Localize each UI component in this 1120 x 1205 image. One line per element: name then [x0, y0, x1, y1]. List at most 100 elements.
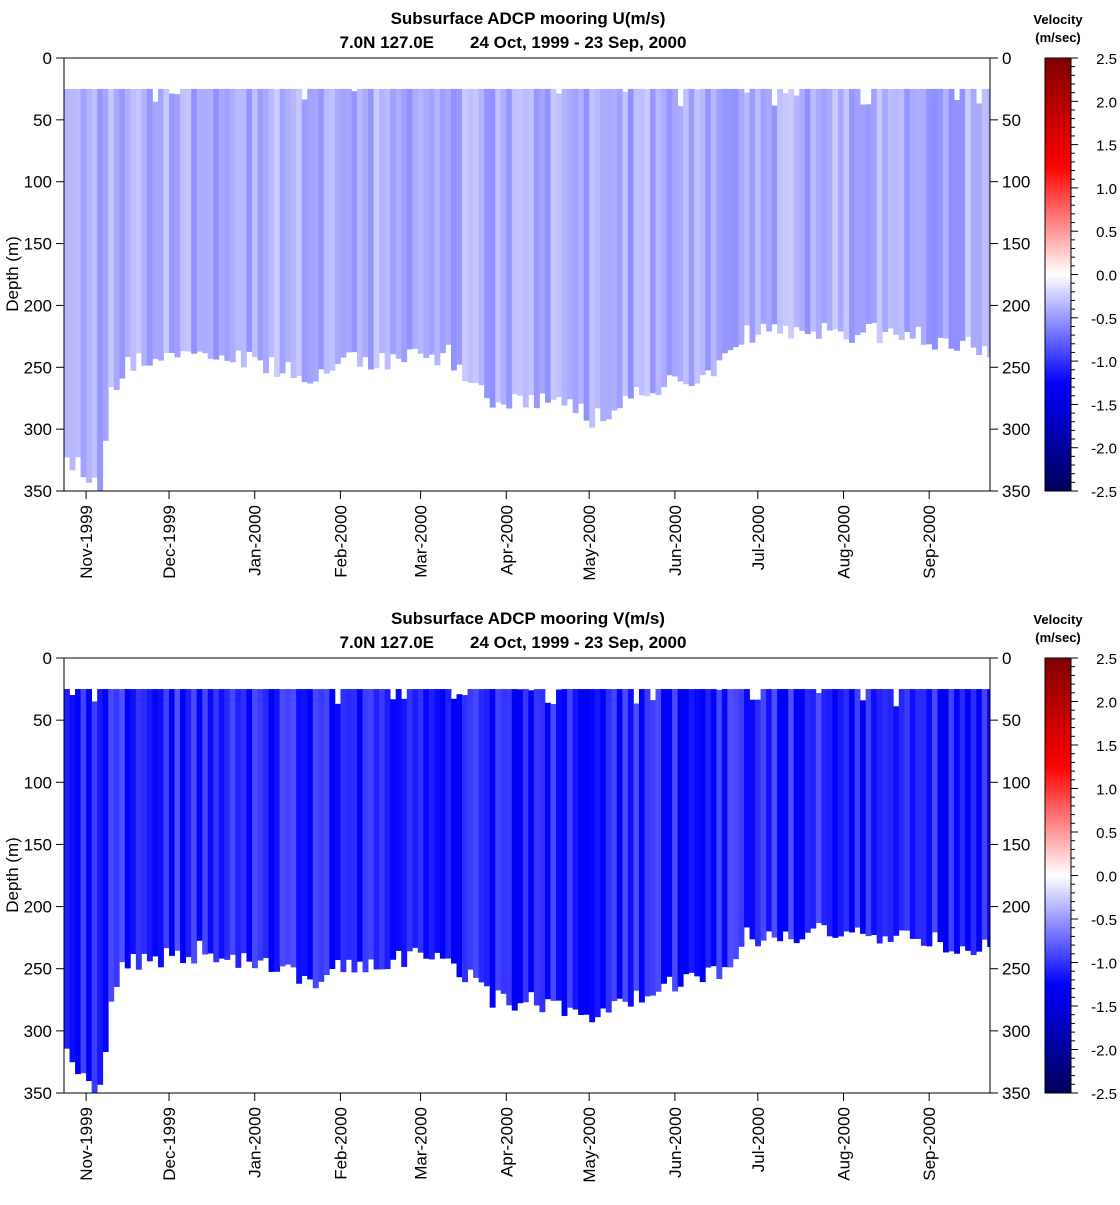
- u-velocity-column: [450, 88, 457, 371]
- u-velocity-column: [650, 88, 656, 394]
- u-colorbar-ticks: 2.5 2.0 1.5 1.0 0.5 0.0 -0.5 -1.0 -1.5 -2.0 -2.5: [1071, 51, 1117, 501]
- v-velocity-column: [141, 689, 148, 954]
- v-velocity-column: [683, 689, 690, 975]
- v-velocity-column: [920, 689, 927, 946]
- u-velocity-column: [567, 88, 574, 400]
- v-ytick-label-left: 100: [24, 773, 52, 792]
- v-plot-frame: [63, 657, 991, 1094]
- v-velocity-column: [456, 694, 463, 978]
- v-velocity-column: [511, 689, 518, 1011]
- u-subtitle-dates: 24 Oct, 1999 - 23 Sep, 2000: [470, 33, 686, 52]
- v-velocity-column: [263, 689, 269, 959]
- v-colorbar-tick-label: -2.0: [1091, 1043, 1117, 1060]
- u-velocity-column: [373, 88, 380, 369]
- u-velocity-field: [64, 88, 991, 492]
- v-velocity-column: [467, 689, 474, 970]
- v-velocity-column: [677, 689, 684, 987]
- v-velocity-column: [379, 689, 386, 970]
- u-xtick-label: Sep-2000: [920, 505, 939, 579]
- v-velocity-column: [334, 703, 341, 961]
- u-velocity-column: [832, 88, 839, 330]
- u-velocity-column: [229, 88, 236, 363]
- u-panel: Subsurface ADCP mooring U(m/s) 7.0N 127.…: [3, 9, 1117, 581]
- u-velocity-column: [301, 99, 308, 383]
- v-velocity-column: [323, 689, 330, 976]
- u-colorbar-tick-label: -2.5: [1091, 484, 1117, 501]
- u-velocity-column: [274, 88, 281, 378]
- v-velocity-column: [738, 689, 745, 947]
- u-velocity-column: [445, 88, 452, 345]
- v-velocity-column: [760, 689, 767, 941]
- v-velocity-column: [898, 689, 905, 931]
- v-velocity-column: [124, 689, 131, 969]
- u-xtick-label: Feb-2000: [331, 505, 350, 578]
- u-velocity-column: [246, 88, 253, 352]
- u-velocity-column: [815, 88, 822, 339]
- v-xtick-label: Nov-1999: [77, 1107, 96, 1181]
- v-velocity-column: [749, 699, 756, 940]
- v-velocity-column: [445, 689, 452, 959]
- u-velocity-column: [672, 88, 679, 377]
- u-velocity-column: [91, 88, 98, 478]
- u-velocity-column: [622, 91, 629, 396]
- u-velocity-column: [235, 88, 242, 351]
- u-velocity-column: [329, 88, 336, 371]
- u-velocity-column: [970, 88, 977, 348]
- v-velocity-column: [312, 689, 319, 989]
- u-velocity-column: [423, 88, 430, 359]
- v-velocity-column: [904, 689, 911, 931]
- v-colorbar-tick-label: 2.0: [1096, 695, 1117, 712]
- v-velocity-column: [130, 689, 137, 955]
- v-velocity-column: [373, 689, 380, 970]
- u-velocity-column: [528, 88, 535, 396]
- u-velocity-column: [727, 88, 734, 351]
- v-velocity-column: [561, 689, 568, 1016]
- u-xtick-label: Jun-2000: [666, 505, 685, 576]
- u-colorbar-tick-label: 2.0: [1096, 94, 1117, 111]
- v-velocity-column: [876, 689, 883, 944]
- v-ytick-label-right: 150: [1002, 835, 1030, 854]
- v-velocity-column: [965, 689, 972, 951]
- u-velocity-column: [909, 88, 916, 339]
- v-velocity-column: [810, 689, 817, 929]
- v-ytick-label-right: 300: [1002, 1022, 1030, 1041]
- v-velocity-column: [351, 689, 358, 973]
- v-velocity-column: [611, 689, 618, 1002]
- v-velocity-column: [699, 689, 706, 983]
- u-velocity-column: [478, 88, 485, 386]
- u-velocity-column: [943, 88, 949, 339]
- u-velocity-column: [788, 88, 795, 339]
- v-velocity-column: [345, 689, 352, 960]
- v-velocity-column: [849, 689, 855, 933]
- v-velocity-column: [296, 689, 303, 984]
- u-colorbar-tick-label: -1.5: [1091, 397, 1117, 414]
- u-velocity-column: [102, 88, 109, 441]
- u-velocity-column: [633, 88, 640, 388]
- u-velocity-column: [793, 95, 800, 328]
- u-velocity-column: [710, 88, 717, 377]
- v-velocity-column: [594, 689, 601, 1018]
- v-velocity-column: [672, 689, 679, 992]
- u-velocity-column: [616, 88, 623, 409]
- u-velocity-column: [108, 88, 115, 388]
- u-velocity-column: [721, 88, 728, 354]
- u-velocity-column: [263, 88, 269, 374]
- v-velocity-column: [826, 689, 833, 937]
- v-velocity-column: [196, 689, 203, 941]
- v-velocity-column: [412, 689, 419, 948]
- u-velocity-column: [937, 88, 944, 338]
- u-velocity-column: [500, 88, 507, 405]
- v-velocity-column: [102, 689, 109, 1052]
- u-velocity-column: [268, 88, 275, 358]
- v-velocity-column: [417, 689, 424, 953]
- v-x-axis: Nov-1999 Dec-1999 Jan-2000 Feb-2000 Mar-2000…: [77, 1093, 939, 1183]
- u-velocity-column: [240, 88, 247, 368]
- v-velocity-column: [655, 689, 662, 992]
- v-velocity-column: [218, 689, 225, 959]
- v-xtick-label: Jan-2000: [246, 1107, 265, 1178]
- u-velocity-column: [544, 88, 551, 403]
- u-velocity-column: [379, 88, 386, 354]
- v-velocity-column: [871, 689, 878, 935]
- v-velocity-column: [743, 689, 750, 928]
